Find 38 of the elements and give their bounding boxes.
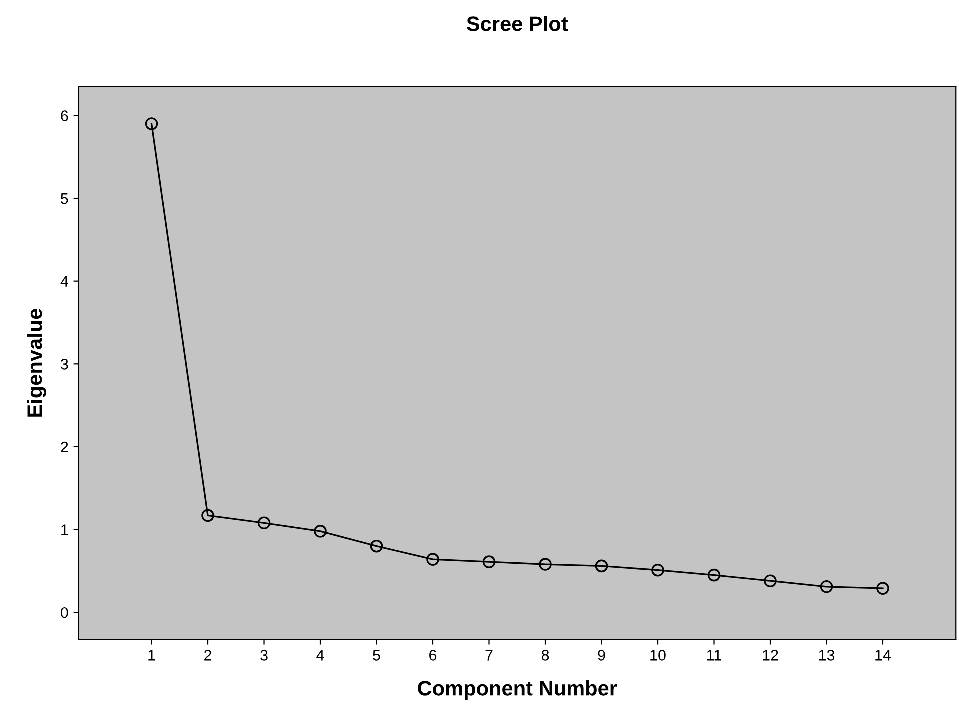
y-tick-label: 4 — [60, 276, 68, 287]
x-tick-label: 6 — [430, 650, 437, 661]
point — [708, 568, 721, 582]
y-tick-label: 2 — [61, 442, 68, 452]
point — [876, 582, 890, 595]
point — [258, 516, 271, 530]
x-tick-label: 2 — [204, 650, 212, 661]
x-tick-label: 9 — [598, 650, 606, 661]
point — [764, 574, 777, 588]
point — [370, 540, 384, 553]
y-tick-label: 5 — [61, 194, 68, 204]
y-tick-label: 0 — [61, 607, 68, 618]
x-tick-label: 8 — [542, 650, 550, 661]
point — [539, 558, 552, 571]
x-tick-label: 4 — [316, 650, 324, 661]
x-tick-label: 14 — [876, 650, 892, 661]
point — [482, 556, 496, 568]
x-tick-label: 13 — [819, 650, 835, 661]
x-tick-label: 12 — [763, 650, 778, 661]
point — [314, 525, 327, 538]
y-tick-label: 6 — [61, 110, 68, 122]
y-tick-label: 3 — [61, 359, 68, 370]
x-tick-label: 10 — [650, 650, 666, 661]
y-axis-title: Eigenvalue — [27, 309, 47, 417]
point — [652, 564, 664, 577]
chart-title: Scree Plot — [467, 16, 568, 32]
point — [426, 553, 440, 566]
x-tick-label: 7 — [486, 650, 493, 661]
x-tick-label: 11 — [707, 650, 722, 661]
x-tick-label: 3 — [260, 650, 268, 661]
point — [595, 560, 608, 573]
y-tick-label: 1 — [62, 524, 68, 536]
point — [202, 509, 214, 522]
point — [145, 118, 158, 130]
x-tick-label: 1 — [148, 650, 156, 661]
point — [820, 580, 834, 594]
x-axis-title: Component Number — [418, 680, 618, 700]
x-tick-label: 5 — [373, 650, 380, 661]
